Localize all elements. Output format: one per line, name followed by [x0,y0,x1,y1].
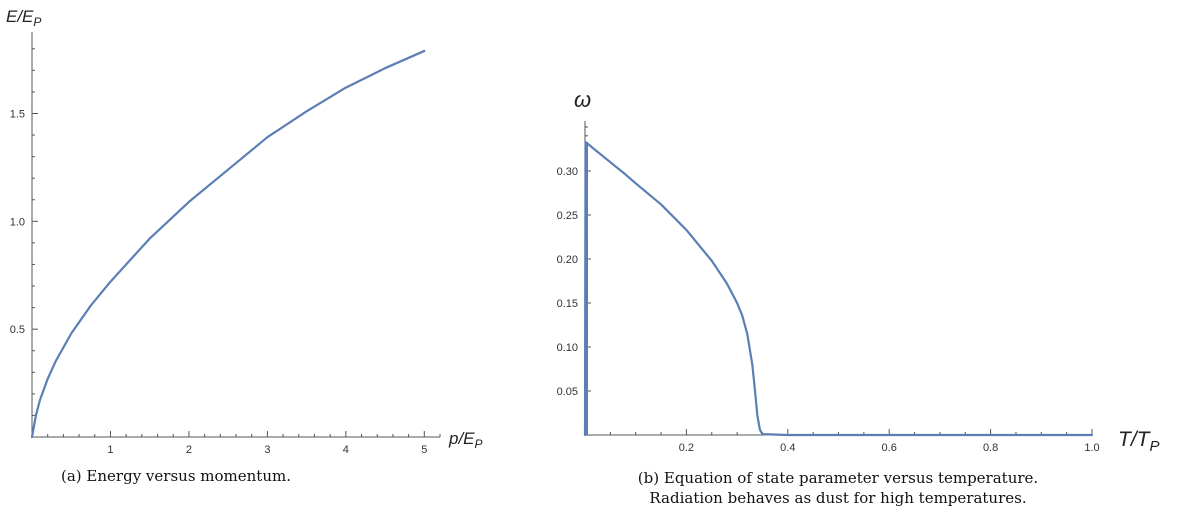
x-axis-title: T/TP [1118,428,1160,455]
series-line [30,49,426,439]
caption-line-1: (b) Equation of state parameter versus t… [638,469,1038,487]
y-tick-label: 0.15 [557,298,578,310]
x-tick-label: 2 [186,444,192,456]
x-tick-label: 3 [264,444,270,456]
y-tick-label: 0.20 [557,254,578,266]
x-tick-label: 0.6 [882,442,897,454]
x-tick-label: 0.8 [983,442,998,454]
tick-group: 0.2 0.4 0.6 0.8 1.0 0.05 0.10 0.15 0.20 0.25 0.30 [557,126,1100,454]
tick-group: 1 2 3 4 5 0.5 1.0 1.5 [10,48,441,456]
series-line [583,140,1094,437]
y-tick-label: 0.5 [10,324,25,336]
chart-energy-momentum: 1 2 3 4 5 0.5 1.0 1.5 E/EP p/EP (a) Energy vers… [6,7,483,485]
chart-eos-temperature: 0.2 0.4 0.6 0.8 1.00.050.100.150.200.250.30 … [557,87,1160,507]
caption: (a) Energy versus momentum. [61,467,291,485]
y-tick-label: 0.05 [557,386,578,398]
y-axis-title: E/EP [6,7,41,29]
y-tick-label: 1.5 [10,108,25,120]
y-tick-label: 0.25 [557,210,578,222]
x-axis-title: p/EP [448,429,483,451]
x-tick-label: 0.4 [780,442,795,454]
x-tick-label: 0.2 [679,442,694,454]
y-tick-label: 1.0 [10,216,25,228]
caption-line-2: Radiation behaves as dust for high tempe… [649,489,1026,507]
x-tick-label: 1.0 [1084,442,1099,454]
y-tick-label: 0.10 [557,342,578,354]
y-tick-label: 0.30 [557,166,578,178]
x-tick-label: 5 [421,444,427,456]
x-tick-label: 1 [107,444,113,456]
x-tick-label: 4 [343,444,349,456]
y-axis-title: ω [574,87,591,112]
